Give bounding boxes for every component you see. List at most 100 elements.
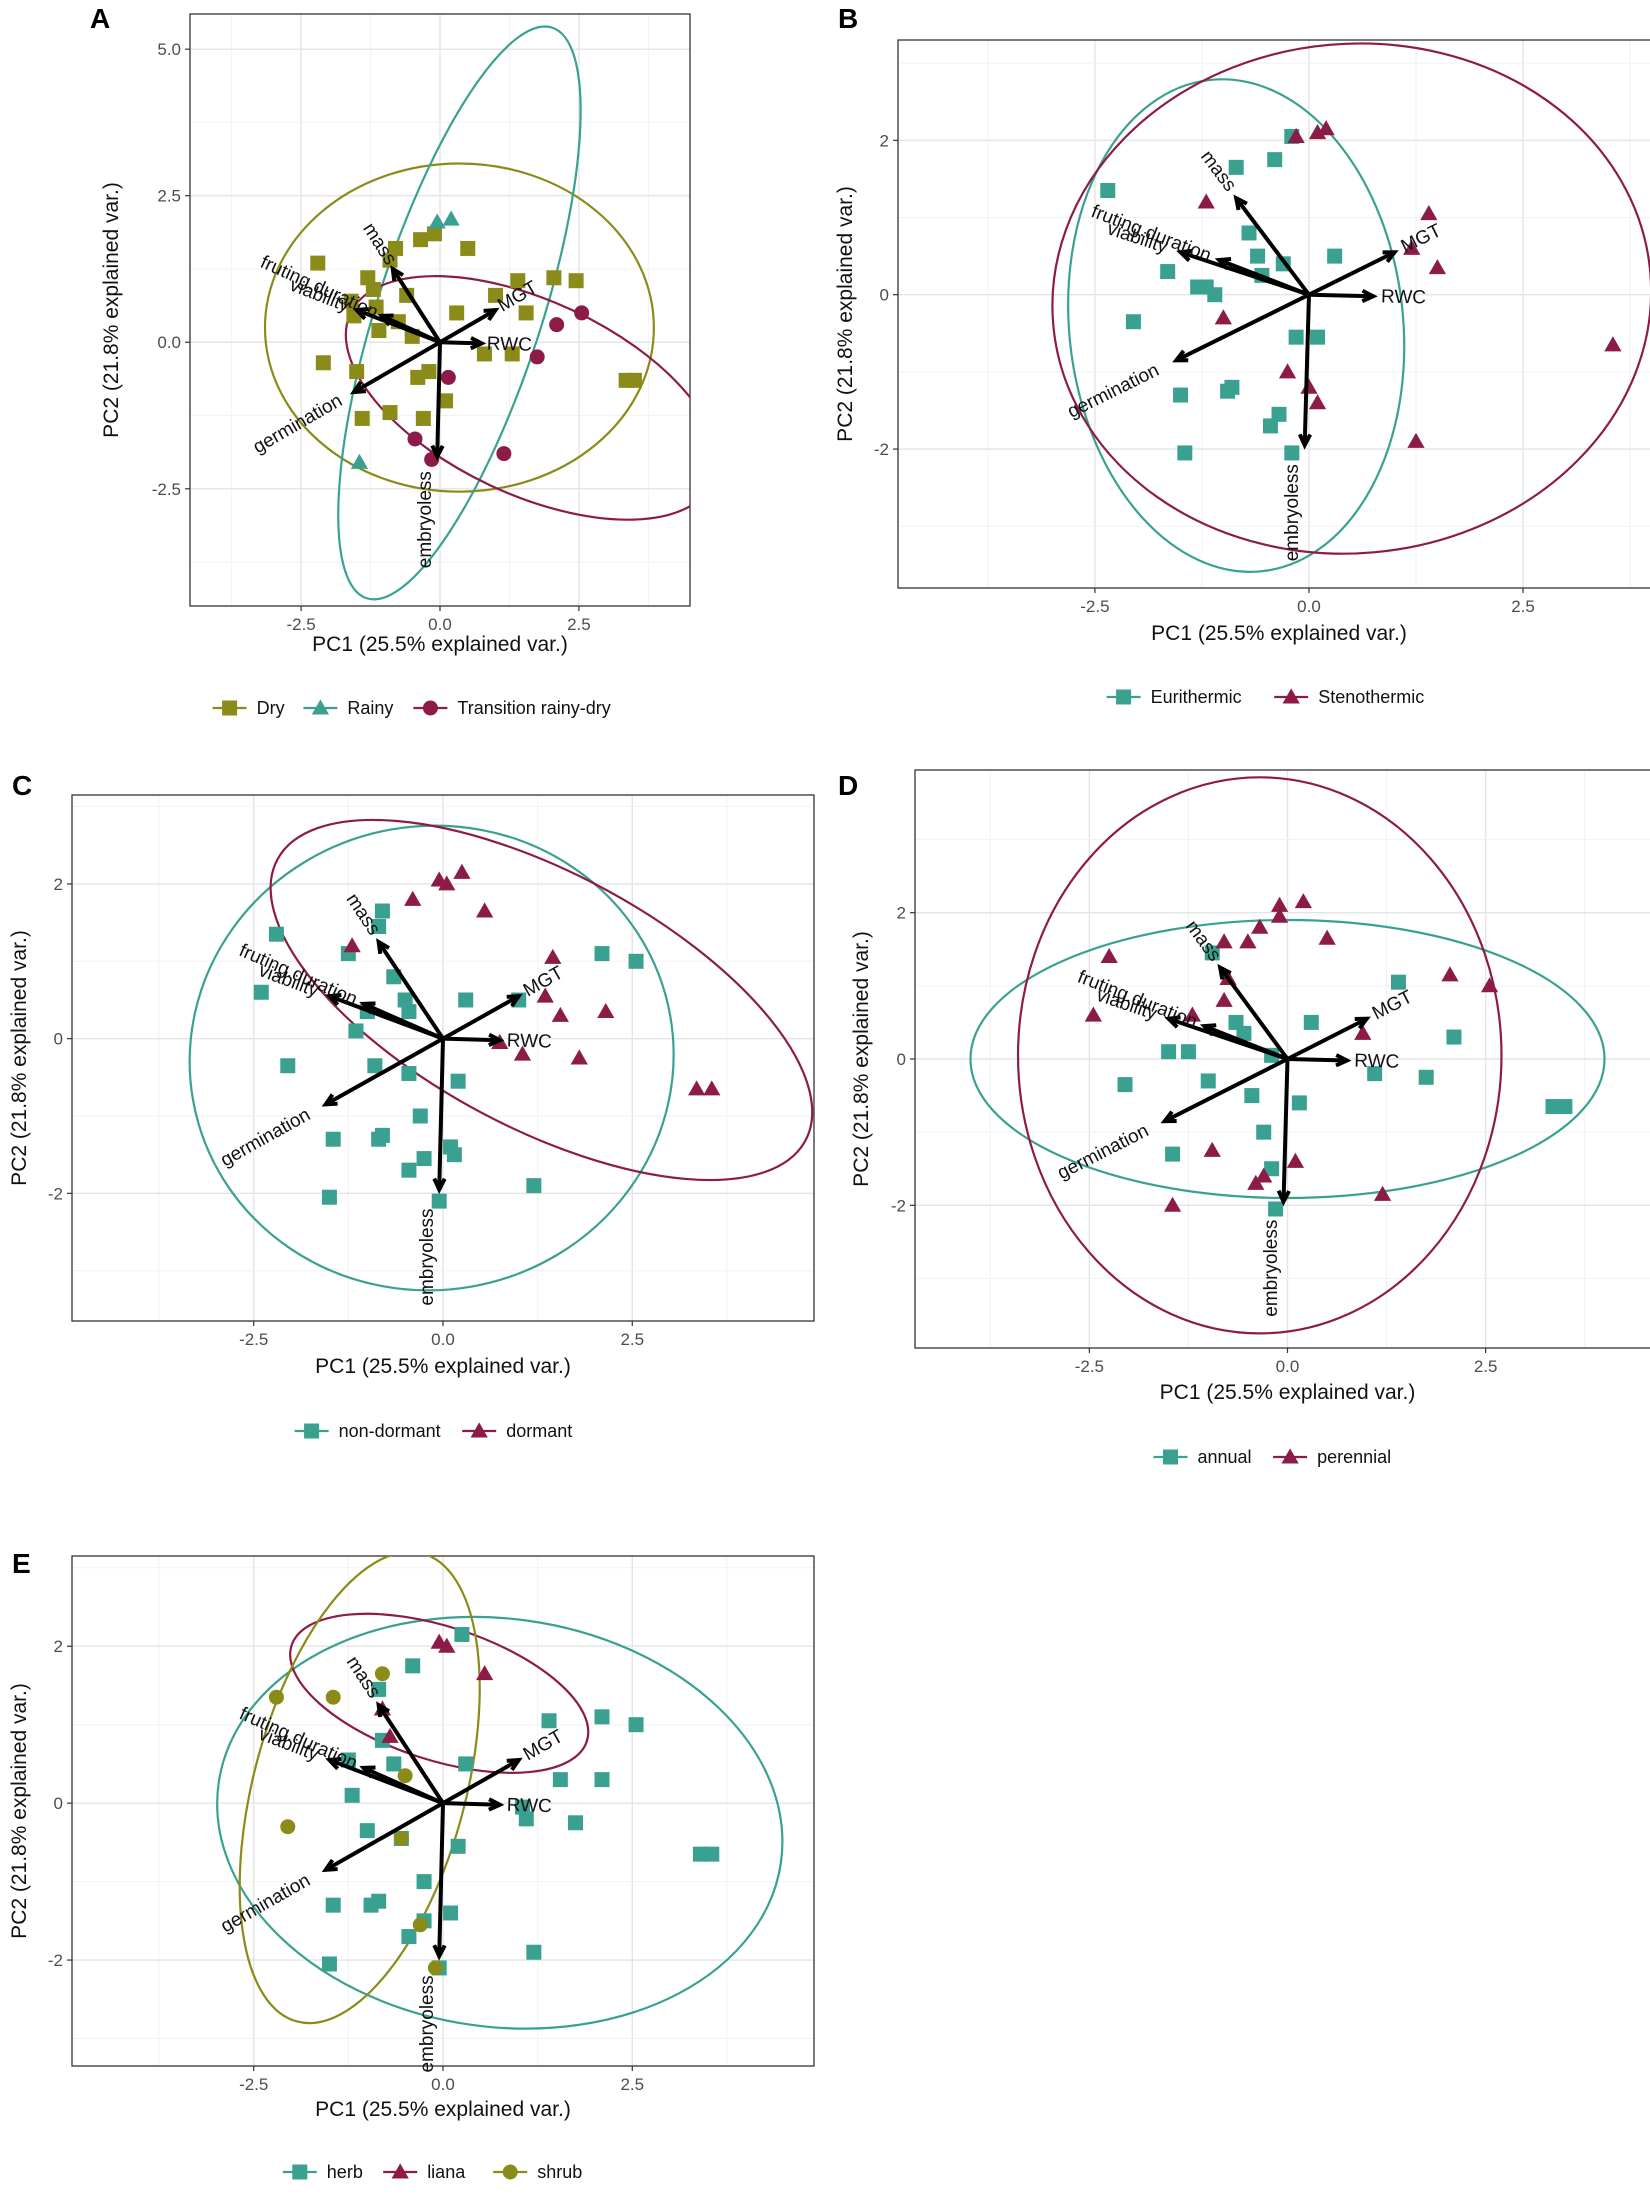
point-perennial [1239, 933, 1257, 949]
point-shrub [397, 1768, 413, 1784]
point-herb [454, 1626, 470, 1642]
plot-border [897, 39, 1650, 589]
loading-arrow-embryoless [1281, 1058, 1290, 1202]
legend-item-herb: herb [282, 2162, 363, 2182]
loading-label-MGT: MGT [1369, 986, 1416, 1024]
legend-label: Transition rainy-dry [457, 698, 610, 718]
loading-arrowhead [1382, 250, 1399, 263]
legend-label: Stenothermic [1318, 687, 1424, 707]
point-stenothermic [1197, 193, 1215, 209]
point-dry [360, 270, 376, 286]
point-annual [1390, 974, 1406, 990]
ellipse-rainy [337, 25, 582, 601]
data-points [268, 1626, 720, 1976]
legend-label: perennial [1317, 1447, 1391, 1467]
point-non-dormant [371, 919, 387, 934]
y-tick-label: 2.5 [157, 187, 181, 206]
point-transition-rainy-dry [529, 349, 545, 365]
grid [72, 1556, 814, 2066]
point-herb [515, 1799, 530, 1815]
loading-arrowhead [1164, 1015, 1181, 1029]
point-dormant [476, 902, 494, 918]
loading-label-embryoless: embryoless [1261, 1220, 1282, 1317]
grid [190, 14, 690, 606]
point-herb [416, 1874, 432, 1890]
point-dry [365, 281, 381, 297]
loading-label-embryoless: embryoless [1282, 464, 1303, 561]
point-dry [518, 305, 534, 321]
point-herb [321, 1956, 337, 1972]
point-transition-rainy-dry [407, 431, 423, 447]
x-tick-label: 2.5 [1474, 1357, 1498, 1376]
loading-arrow-germination [324, 1801, 444, 1872]
point-eurithermic [1250, 248, 1266, 264]
panel-letter: A [90, 3, 110, 34]
legend-label: herb [327, 2162, 363, 2182]
loading-arrow-fruting-duration [362, 1002, 444, 1041]
loading-arrowhead [325, 1756, 342, 1771]
x-tick-label: -2.5 [239, 1330, 268, 1349]
point-stenothermic [1300, 378, 1318, 394]
x-tick-label: 0.0 [1276, 1357, 1300, 1376]
legend-marker [470, 1422, 488, 1438]
loading-arrow-RWC [439, 340, 482, 346]
loading-arrowhead [430, 444, 445, 462]
point-stenothermic [1214, 309, 1232, 325]
data-points [253, 863, 721, 1209]
legend-marker [311, 699, 330, 715]
point-eurithermic [1228, 159, 1244, 175]
point-annual [1557, 1099, 1573, 1115]
point-transition-rainy-dry [574, 305, 590, 321]
point-annual [1446, 1029, 1462, 1045]
point-rainy [442, 210, 460, 226]
x-tick-label: 2.5 [620, 2075, 644, 2094]
loading-vectors: massviabilityfruting.durationgermination… [217, 890, 567, 1306]
point-dry [438, 393, 454, 409]
point-stenothermic [1407, 432, 1425, 448]
grid [915, 770, 1650, 1348]
point-perennial [1286, 1152, 1305, 1168]
point-stenothermic [1403, 239, 1421, 255]
legend-label: liana [427, 2162, 466, 2182]
loading-label-embryoless: embryoless [417, 1208, 438, 1305]
point-perennial [1480, 977, 1499, 993]
point-perennial [1163, 1196, 1182, 1212]
loading-arrowhead [432, 1944, 447, 1961]
x-tick-label: 2.5 [1511, 597, 1535, 616]
y-tick-label: -2 [48, 1184, 63, 1203]
loading-vectors: massviabilityfruting.durationgermination… [217, 1653, 567, 2073]
panel-c: C -2.5 0.0 2.5 -2 0 2 PC1 (25.5% explained var.… [8, 770, 815, 1441]
loading-arrowhead [1200, 1023, 1217, 1037]
point-dry [382, 405, 398, 421]
point-herb [594, 1772, 610, 1788]
y-tick-label: 0 [54, 1030, 63, 1049]
point-perennial [1294, 893, 1312, 909]
point-shrub [412, 1917, 428, 1933]
point-stenothermic [1317, 120, 1335, 136]
point-annual [1161, 1044, 1177, 1060]
point-annual [1244, 1088, 1260, 1104]
point-dry [460, 240, 476, 256]
point-dormant [544, 948, 562, 964]
loading-arrow-fruting-duration [362, 1766, 444, 1805]
loading-arrowhead [1276, 1189, 1291, 1207]
point-annual [1268, 1201, 1284, 1217]
loading-arrowhead [506, 993, 523, 1008]
legend-item-annual: annual [1153, 1447, 1252, 1467]
point-annual [1200, 1073, 1216, 1089]
point-perennial [1183, 1006, 1202, 1022]
x-tick-label: -2.5 [239, 2075, 268, 2094]
point-annual [1165, 1146, 1181, 1162]
x-tick-label: -2.5 [1075, 1357, 1104, 1376]
y-tick-label: 0 [897, 1050, 906, 1069]
point-perennial [1441, 966, 1459, 982]
y-tick-label: 2 [897, 904, 906, 923]
x-axis-title: PC1 (25.5% explained var.) [1160, 1381, 1416, 1404]
point-dry [368, 299, 384, 315]
point-rainy [350, 453, 369, 469]
point-eurithermic [1160, 264, 1176, 280]
point-perennial [1215, 991, 1233, 1007]
point-non-dormant [253, 984, 269, 1000]
point-dry [568, 273, 584, 289]
